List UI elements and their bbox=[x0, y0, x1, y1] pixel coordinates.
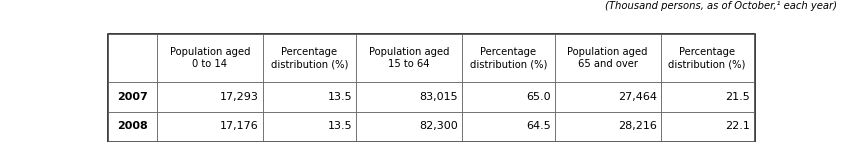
Bar bbox=[356, 82, 462, 112]
Bar bbox=[555, 82, 661, 112]
Text: 13.5: 13.5 bbox=[327, 92, 352, 102]
Text: (Thousand persons, as of October,¹ each year): (Thousand persons, as of October,¹ each … bbox=[605, 1, 837, 11]
Text: Population aged
0 to 14: Population aged 0 to 14 bbox=[170, 47, 251, 69]
Text: 13.5: 13.5 bbox=[327, 121, 352, 131]
Text: Population aged
65 and over: Population aged 65 and over bbox=[568, 47, 648, 69]
Bar bbox=[356, 34, 462, 82]
Bar bbox=[108, 112, 157, 141]
Bar bbox=[157, 34, 263, 82]
Bar bbox=[462, 34, 555, 82]
Bar bbox=[157, 112, 263, 141]
Text: 28,216: 28,216 bbox=[618, 121, 657, 131]
Bar bbox=[555, 34, 661, 82]
Bar bbox=[263, 112, 356, 141]
Bar bbox=[108, 82, 157, 112]
Text: Percentage
distribution (%): Percentage distribution (%) bbox=[271, 47, 348, 69]
Text: 17,293: 17,293 bbox=[220, 92, 259, 102]
Text: 64.5: 64.5 bbox=[526, 121, 551, 131]
Bar bbox=[661, 82, 754, 112]
Bar bbox=[263, 34, 356, 82]
Bar bbox=[555, 112, 661, 141]
Text: 65.0: 65.0 bbox=[526, 92, 551, 102]
Bar bbox=[263, 82, 356, 112]
Bar bbox=[462, 112, 555, 141]
Text: 83,015: 83,015 bbox=[419, 92, 458, 102]
Text: 82,300: 82,300 bbox=[419, 121, 458, 131]
Bar bbox=[108, 34, 157, 82]
Text: Percentage
distribution (%): Percentage distribution (%) bbox=[669, 47, 746, 69]
Bar bbox=[157, 82, 263, 112]
Text: 17,176: 17,176 bbox=[220, 121, 259, 131]
Bar bbox=[661, 34, 754, 82]
Bar bbox=[661, 112, 754, 141]
Text: 22.1: 22.1 bbox=[725, 121, 749, 131]
Bar bbox=[356, 112, 462, 141]
Text: 2007: 2007 bbox=[118, 92, 148, 102]
Text: Population aged
15 to 64: Population aged 15 to 64 bbox=[368, 47, 449, 69]
Text: 2008: 2008 bbox=[118, 121, 148, 131]
Text: 21.5: 21.5 bbox=[725, 92, 749, 102]
Bar bbox=[462, 82, 555, 112]
Text: 27,464: 27,464 bbox=[618, 92, 657, 102]
Text: Percentage
distribution (%): Percentage distribution (%) bbox=[469, 47, 547, 69]
